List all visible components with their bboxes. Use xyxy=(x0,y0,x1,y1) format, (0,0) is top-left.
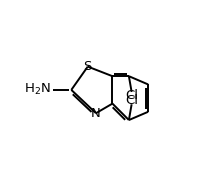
Text: Cl: Cl xyxy=(125,94,138,107)
Text: N: N xyxy=(91,107,101,120)
Text: H$_2$N: H$_2$N xyxy=(24,82,51,97)
Text: S: S xyxy=(83,60,91,73)
Text: Cl: Cl xyxy=(125,89,138,102)
